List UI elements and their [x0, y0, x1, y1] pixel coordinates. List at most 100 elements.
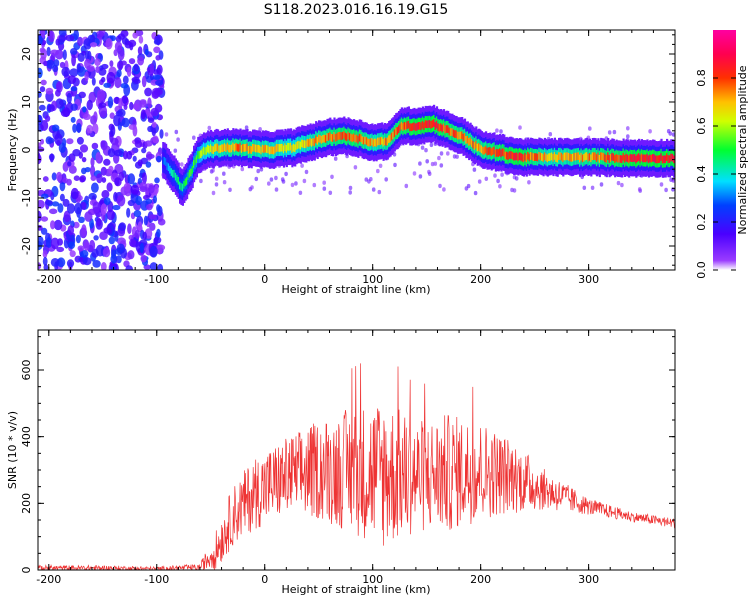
heatmap-cell: [595, 154, 599, 162]
heatmap-cell: [201, 148, 204, 157]
heatmap-cell: [480, 145, 483, 154]
heatmap-cell: [427, 120, 430, 128]
heatmap-cell: [614, 155, 617, 163]
heatmap-cell: [520, 152, 523, 161]
heatmap-cell: [671, 153, 674, 162]
heatmap-noise-blob: [156, 228, 161, 238]
heatmap-cell: [226, 142, 229, 151]
heatmap-noise-blob: [155, 55, 161, 61]
heatmap-cell: [355, 134, 359, 143]
heatmap-noise-blob: [147, 117, 155, 123]
heatmap-cell: [609, 154, 613, 162]
heatmap-cell: [437, 123, 440, 131]
heatmap-cell: [643, 154, 646, 163]
heatmap-cell: [653, 154, 656, 162]
heatmap-cell: [322, 135, 325, 143]
heatmap-noise-blob: [137, 56, 145, 66]
heatmap-noise-blob: [127, 250, 135, 260]
heatmap-speckle: [648, 129, 652, 134]
heatmap-noise-blob: [55, 89, 61, 97]
heatmap-x-axis-label: Height of straight line (km): [281, 283, 430, 296]
heatmap-cell: [630, 154, 634, 162]
heatmap-cell: [239, 142, 242, 151]
heatmap-cell: [605, 155, 608, 163]
heatmap-cell: [452, 129, 455, 138]
heatmap-speckle: [384, 177, 389, 182]
heatmap-cell: [183, 180, 186, 189]
heatmap-noise-blob: [39, 86, 46, 93]
heatmap-cell: [499, 148, 502, 156]
heatmap-cell: [390, 132, 394, 141]
heatmap-cell: [486, 147, 489, 156]
heatmap-speckle: [671, 187, 675, 192]
heatmap-cell: [428, 120, 431, 128]
heatmap-noise-blob: [54, 133, 63, 146]
heatmap-speckle: [527, 180, 531, 185]
heatmap-noise-blob: [44, 199, 53, 206]
heatmap-cell: [295, 142, 298, 150]
heatmap-cell: [611, 152, 614, 161]
heatmap-cell: [670, 153, 673, 162]
heatmap-cell: [500, 149, 503, 158]
heatmap-speckle: [258, 127, 262, 132]
heatmap-cell: [531, 152, 534, 161]
heatmap-cell: [398, 125, 401, 134]
heatmap-speckle: [599, 182, 604, 187]
heatmap-speckle: [418, 174, 423, 179]
heatmap-cell: [218, 145, 221, 154]
heatmap-speckle: [427, 171, 432, 176]
heatmap-noise-blob: [76, 136, 84, 145]
heatmap-cell: [235, 142, 238, 151]
heatmap-noise-blob: [144, 140, 153, 147]
heatmap-noise-blob: [86, 124, 93, 134]
snr-frame: [37, 329, 676, 571]
colorbar-gradient: [713, 30, 736, 270]
heatmap-noise-blob: [49, 208, 58, 215]
heatmap-cell: [628, 155, 631, 164]
heatmap-noise-blob: [38, 153, 42, 165]
heatmap-cell: [222, 144, 225, 152]
heatmap-cell: [532, 153, 535, 161]
heatmap-cell: [601, 152, 604, 161]
heatmap-cell: [645, 154, 648, 163]
heatmap-speckle: [664, 187, 668, 193]
heatmap-cell: [489, 147, 492, 155]
heatmap-cell: [625, 153, 628, 162]
heatmap-speckle: [254, 176, 259, 182]
heatmap-cell: [654, 155, 657, 164]
heatmap-noise-blob: [70, 116, 76, 123]
heatmap-cell: [650, 154, 653, 163]
snr-panel: -200 -100 0 100 200 300 0 200 400 600 Height of s…: [6, 329, 676, 596]
heatmap-cell: [400, 121, 403, 130]
heatmap-speckle: [439, 163, 444, 168]
heatmap-noise-blob: [55, 82, 62, 91]
heatmap-cell: [473, 142, 476, 150]
heatmap-cell: [184, 178, 187, 187]
heatmap-cell: [378, 137, 381, 146]
heatmap-cell: [640, 153, 643, 162]
heatmap-cell: [202, 146, 206, 155]
heatmap-noise-blob: [60, 109, 70, 117]
heatmap-noise-blob: [156, 155, 162, 163]
heatmap-noise-blob: [38, 146, 45, 152]
heatmap-cell: [426, 120, 429, 129]
heatmap-noise-blob: [93, 235, 99, 241]
heatmap-noise-blob: [42, 250, 48, 259]
heatmap-cell: [167, 163, 170, 172]
heatmap-cell: [493, 146, 496, 155]
heatmap-speckle: [300, 163, 304, 168]
heatmap-cell: [190, 168, 193, 177]
heatmap-cell: [642, 154, 645, 163]
heatmap-speckle: [298, 190, 303, 195]
heatmap-cell: [659, 155, 662, 163]
heatmap-speckle: [304, 169, 309, 175]
heatmap-cell: [668, 155, 671, 163]
heatmap-cell: [358, 133, 361, 142]
heatmap-cell: [454, 130, 457, 138]
heatmap-speckle: [420, 145, 425, 150]
heatmap-cell: [319, 135, 322, 143]
heatmap-cell: [294, 144, 297, 153]
heatmap-speckle: [512, 188, 517, 193]
heatmap-noise-blob: [66, 259, 75, 268]
heatmap-noise-blob: [145, 161, 152, 168]
